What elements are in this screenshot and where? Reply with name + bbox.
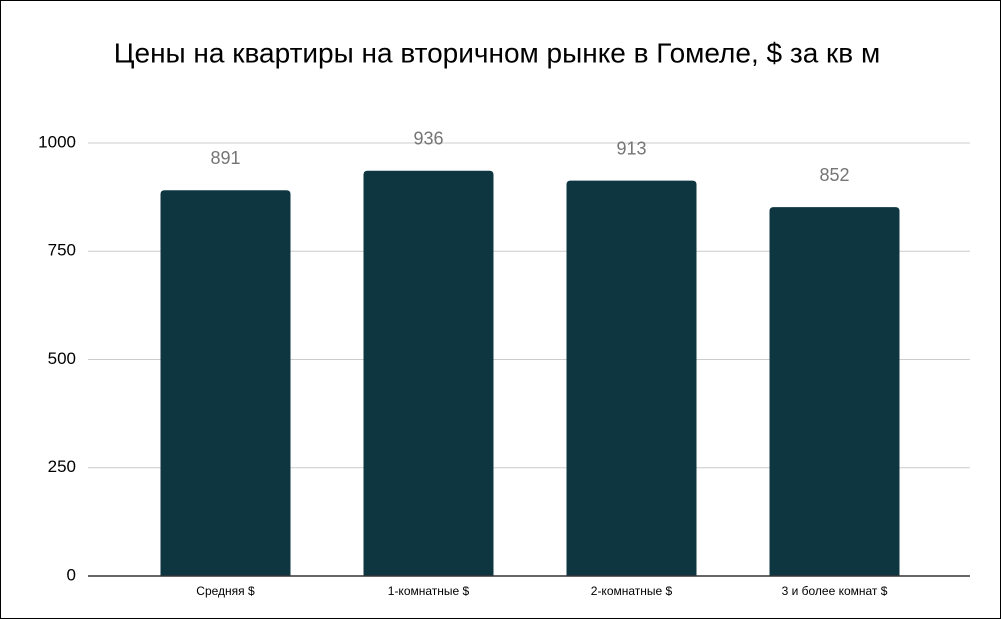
value-label: 891 bbox=[210, 148, 240, 168]
bar bbox=[160, 190, 291, 576]
y-tick-label: 500 bbox=[48, 349, 76, 368]
x-tick-label: 2-комнатные $ bbox=[591, 584, 673, 598]
value-label: 913 bbox=[616, 138, 646, 158]
value-label: 852 bbox=[819, 165, 849, 185]
bar bbox=[566, 180, 697, 576]
y-tick-label: 0 bbox=[67, 565, 76, 584]
chart-title: Цены на квартиры на вторичном рынке в Го… bbox=[114, 37, 880, 68]
x-tick-label: 3 и более комнат $ bbox=[782, 584, 888, 598]
x-tick-label: 1-комнатные $ bbox=[388, 584, 470, 598]
bar bbox=[769, 207, 900, 577]
bar bbox=[363, 170, 494, 576]
x-tick-label: Средняя $ bbox=[196, 584, 255, 598]
y-tick-label: 1000 bbox=[38, 132, 76, 151]
y-tick-label: 750 bbox=[48, 241, 76, 260]
y-tick-label: 250 bbox=[48, 457, 76, 476]
value-label: 936 bbox=[413, 128, 443, 148]
